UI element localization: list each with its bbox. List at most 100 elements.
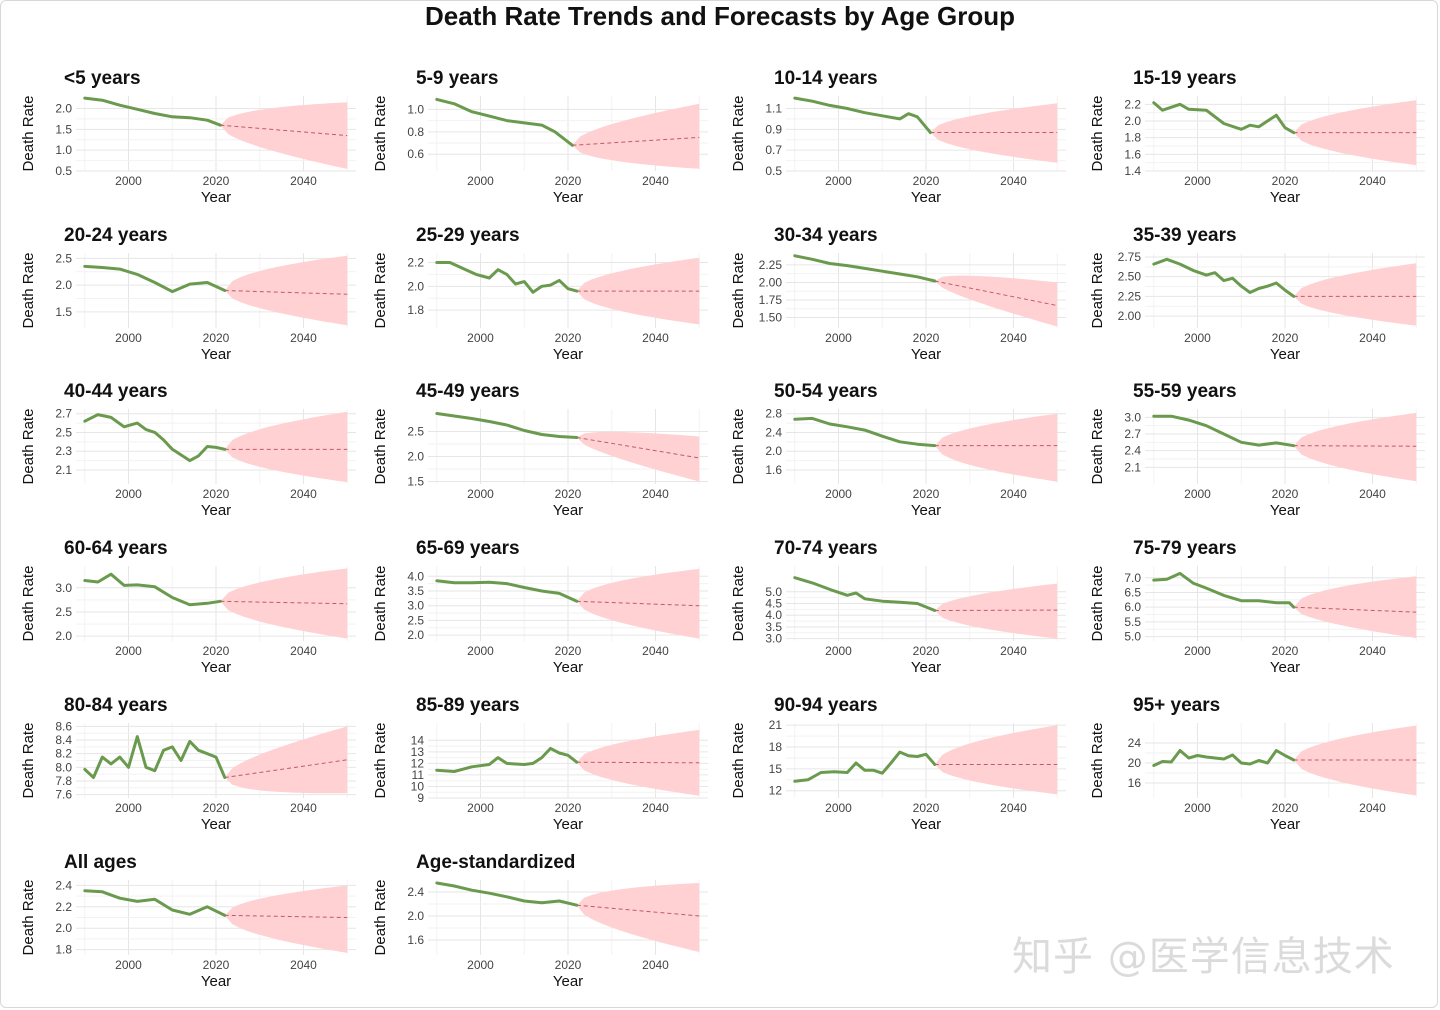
y-axis-title: Death Rate [372, 253, 389, 329]
y-axis-title: Death Rate [372, 723, 389, 799]
x-tick-label: 2020 [1272, 331, 1299, 345]
y-tick-label: 7.0 [1124, 571, 1141, 585]
panel-title: 25-29 years [416, 225, 520, 246]
x-tick-label: 2020 [555, 801, 582, 815]
x-tick-label: 2000 [1184, 801, 1211, 815]
x-tick-label: 2020 [203, 958, 230, 972]
y-tick-label: 2.2 [1124, 97, 1141, 111]
y-tick-label: 1.5 [55, 122, 72, 136]
forecast-interval-band [1293, 263, 1417, 326]
forecast-interval-band [930, 103, 1058, 163]
x-axis-title: Year [1270, 346, 1300, 363]
history-line [435, 746, 579, 773]
x-axis-title: Year [911, 502, 941, 519]
y-tick-label: 1.6 [765, 463, 782, 477]
x-axis-title: Year [201, 659, 231, 676]
x-tick-label: 2000 [115, 487, 142, 501]
y-tick-label: 2.7 [55, 407, 72, 421]
history-line [793, 576, 937, 612]
y-tick-label: 0.9 [765, 122, 782, 136]
history-line [83, 413, 227, 463]
x-axis-title: Year [201, 346, 231, 363]
x-tick-label: 2040 [1359, 801, 1386, 815]
y-tick-label: 2.1 [1124, 460, 1141, 474]
panel-13: 65-69 years 2000 2020 2040 2.02.53.03.54.0 Ye… [372, 538, 708, 676]
x-tick-label: 2040 [290, 174, 317, 188]
panel-18: 90-94 years 2000 2020 2040 12 15 18 21 Year Death… [730, 695, 1066, 833]
panel-title: All ages [64, 852, 137, 873]
x-tick-label: 2000 [825, 644, 852, 658]
y-tick-label: 2.0 [55, 629, 72, 643]
y-tick-label: 3.0 [407, 599, 424, 613]
y-axis-title: Death Rate [20, 253, 37, 329]
forecast-interval-band [224, 411, 348, 483]
history-line [793, 416, 937, 448]
history-line [1152, 257, 1296, 298]
forecast-interval-band [220, 568, 348, 639]
x-tick-label: 2040 [1359, 487, 1386, 501]
x-tick-label: 2040 [642, 801, 669, 815]
history-line [435, 261, 579, 294]
x-tick-label: 2040 [642, 958, 669, 972]
history-line [435, 881, 579, 907]
panel-title: 60-64 years [64, 538, 168, 559]
y-tick-label: 2.2 [55, 900, 72, 914]
panel-title: 65-69 years [416, 538, 520, 559]
x-axis-title: Year [911, 659, 941, 676]
x-axis-title: Year [1270, 502, 1300, 519]
y-tick-label: 2.50 [1118, 270, 1142, 284]
panel-16: 80-84 years 2000 2020 2040 7.67.88.08.28.48.… [20, 695, 356, 833]
x-tick-label: 2000 [825, 801, 852, 815]
y-tick-label: 2.8 [765, 407, 782, 421]
y-tick-label: 20 [1128, 756, 1142, 770]
x-tick-label: 2020 [913, 174, 940, 188]
y-tick-label: 2.2 [407, 256, 424, 270]
panel-19: 95+ years 2000 2020 2040 16 20 24 Year Death Rat… [1089, 695, 1425, 833]
y-axis-title: Death Rate [730, 566, 747, 642]
y-tick-label: 1.5 [407, 475, 424, 489]
y-tick-label: 3.5 [765, 620, 782, 634]
x-axis-title: Year [201, 816, 231, 833]
y-axis-title: Death Rate [730, 253, 747, 329]
x-tick-label: 2020 [1272, 174, 1299, 188]
y-tick-label: 1.8 [1124, 131, 1141, 145]
y-tick-label: 8.0 [55, 760, 72, 774]
panel-21: Age-standardized 2000 2020 2040 1.6 2.0 2.4 Yea… [372, 852, 708, 990]
forecast-interval-band [934, 413, 1058, 482]
y-tick-label: 2.4 [1124, 444, 1141, 458]
panel-15: 75-79 years 2000 2020 2040 5.05.56.06.57.0 Ye… [1089, 538, 1425, 676]
panel-title: 45-49 years [416, 381, 520, 402]
y-tick-label: 0.6 [407, 147, 424, 161]
x-tick-label: 2040 [290, 331, 317, 345]
x-tick-label: 2000 [825, 174, 852, 188]
y-tick-label: 2.0 [765, 444, 782, 458]
panel-3: 15-19 years 2000 2020 2040 1.4 1.6 1.8 2.0 2.2 Ye… [1089, 68, 1425, 206]
y-tick-label: 1.6 [407, 933, 424, 947]
history-line [1152, 414, 1296, 448]
panel-title: 70-74 years [774, 538, 878, 559]
panel-1: 5-9 years 2000 2020 2040 0.6 0.8 1.0 Year Death … [372, 68, 708, 206]
y-tick-label: 3.0 [765, 632, 782, 646]
x-tick-label: 2000 [1184, 487, 1211, 501]
y-tick-label: 2.75 [1118, 250, 1142, 264]
y-tick-label: 1.4 [1124, 164, 1141, 178]
x-axis-title: Year [911, 189, 941, 206]
y-tick-label: 2.0 [407, 450, 424, 464]
panel-2: 10-14 years 2000 2020 2040 0.5 0.7 0.9 1.1 Year D… [730, 68, 1066, 206]
y-tick-label: 3.5 [407, 584, 424, 598]
x-tick-label: 2000 [467, 644, 494, 658]
x-axis-title: Year [201, 973, 231, 990]
y-axis-title: Death Rate [1089, 96, 1106, 172]
y-axis-title: Death Rate [372, 566, 389, 642]
x-tick-label: 2020 [913, 331, 940, 345]
y-axis-title: Death Rate [1089, 253, 1106, 329]
forecast-interval-band [224, 726, 348, 794]
x-axis-title: Year [553, 816, 583, 833]
panel-title: <5 years [64, 68, 141, 89]
watermark: 知乎 @医学信息技术 [1012, 934, 1395, 980]
y-tick-label: 1.6 [1124, 147, 1141, 161]
y-tick-label: 8.2 [55, 747, 72, 761]
y-tick-label: 1.5 [55, 305, 72, 319]
forecast-interval-band [572, 103, 700, 169]
panel-12: 60-64 years 2000 2020 2040 2.0 2.5 3.0 Year Deat… [20, 538, 356, 676]
